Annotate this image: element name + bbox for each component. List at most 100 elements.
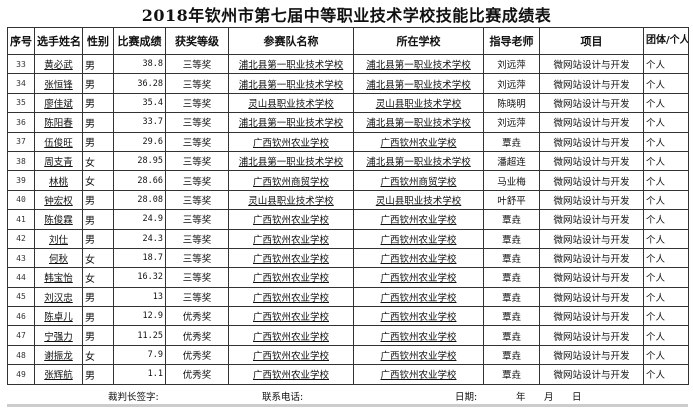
cell-gender: 男 (82, 189, 114, 211)
cell-award: 三等奖 (165, 53, 229, 75)
cell-type: 个人 (643, 306, 689, 327)
cell-gender: 女 (82, 267, 114, 288)
table-row: 47 宁强力男 11.25 优秀奖 广西钦州农业学校 广西钦州农业学校 覃垚 微网站设计与开发… (7, 325, 689, 346)
cell-school-text: 广西钦州农业学校 (380, 292, 457, 304)
cell-school: 广西钦州农业学校 (353, 267, 484, 288)
cell-school: 广西钦州农业学校 (353, 228, 484, 249)
cell-award: 三等奖 (165, 131, 229, 152)
cell-project: 微网站设计与开发 (539, 306, 644, 327)
cell-gender: 男 (82, 131, 114, 152)
cell-index: 35 (7, 92, 35, 114)
cell-team: 广西钦州农业学校 (228, 364, 354, 385)
cell-name-text: 陈阳春 (44, 118, 73, 130)
cell-school: 广西钦州农业学校 (353, 325, 484, 346)
cell-gender: 男 (82, 325, 114, 346)
cell-team-text: 浦北县第一职业技术学校 (238, 157, 344, 169)
cell-index: 48 (7, 344, 35, 366)
header-row: 序号 选手姓名 性别 比赛成绩 获奖等级 参赛队名称 所在学校 指导老师 项目 … (7, 27, 689, 55)
cell-name: 陈俊霖 (34, 209, 83, 230)
cell-gender: 男 (82, 228, 114, 249)
cell-name: 钟宏权 (34, 189, 83, 211)
cell-school-text: 广西钦州农业学校 (380, 254, 457, 266)
header-school: 所在学校 (353, 27, 484, 55)
cell-name: 宁强力 (34, 325, 83, 346)
cell-team-text: 广西钦州农业学校 (252, 351, 329, 363)
cell-index: 36 (7, 112, 35, 133)
cell-team-text: 浦北县第一职业技术学校 (238, 60, 344, 72)
cell-project: 微网站设计与开发 (539, 92, 644, 114)
cell-team: 灵山县职业技术学校 (228, 189, 354, 211)
cell-type: 个人 (643, 189, 689, 211)
cell-index: 33 (7, 53, 35, 75)
cell-project: 微网站设计与开发 (539, 53, 644, 75)
cell-school-text: 广西钦州农业学校 (380, 215, 457, 227)
cell-name-text: 周支青 (44, 157, 73, 169)
cell-team: 广西钦州农业学校 (228, 344, 354, 366)
cell-project: 微网站设计与开发 (539, 170, 644, 191)
results-table: 序号 选手姓名 性别 比赛成绩 获奖等级 参赛队名称 所在学校 指导老师 项目 … (7, 27, 689, 385)
cell-name-text: 谢振龙 (44, 351, 73, 363)
cell-type: 个人 (643, 228, 689, 249)
cell-name-text: 陈俊霖 (44, 215, 73, 227)
judge-signature-label: 裁判长签字: (108, 392, 159, 403)
cell-award: 优秀奖 (165, 344, 229, 366)
cell-index: 47 (7, 325, 35, 346)
cell-team: 广西钦州农业学校 (228, 131, 354, 152)
cell-team-text: 灵山县职业技术学校 (248, 195, 334, 207)
cell-team: 广西钦州农业学校 (228, 286, 354, 308)
cell-project: 微网站设计与开发 (539, 228, 644, 249)
cell-team-text: 浦北县第一职业技术学校 (238, 118, 344, 130)
table-row: 42 刘仕 男 24.3 三等奖 广西钦州农业学校 广西钦州农业学校 覃垚 微网站设计与开发 个人 (7, 228, 689, 249)
cell-school: 广西钦州农业学校 (353, 344, 484, 366)
cell-name-text: 韩宝怡 (44, 273, 73, 285)
cell-index: 39 (7, 170, 35, 191)
cell-type: 个人 (643, 92, 689, 114)
cell-school-text: 广西钦州农业学校 (380, 331, 457, 343)
cell-score: 36.28 (113, 73, 166, 94)
cell-name-text: 钟宏权 (44, 195, 73, 207)
cell-teacher: 覃垚 (483, 228, 540, 249)
cell-team-text: 灵山县职业技术学校 (248, 98, 334, 110)
cell-award: 三等奖 (165, 150, 229, 172)
cell-score: 7.9 (113, 344, 166, 366)
cell-gender: 女 (82, 170, 114, 191)
table-row: 46 陈卓儿男 12.9 优秀奖 广西钦州农业学校 广西钦州农业学校 覃垚 微网站设计与开发个… (7, 306, 689, 327)
cell-team-text: 广西钦州商贸学校 (252, 176, 329, 188)
cell-project: 微网站设计与开发 (539, 267, 644, 288)
cell-type: 个人 (643, 170, 689, 191)
cell-score: 28.66 (113, 170, 166, 191)
cell-score: 18.7 (113, 247, 166, 269)
cell-name-text: 刘仕 (48, 234, 68, 246)
table-row: 33 黄必武男 38.8 三等奖 浦北县第一职业技术学校 浦北县第一职业技术学校 刘远萍 微网… (7, 53, 689, 75)
cell-team: 浦北县第一职业技术学校 (228, 150, 354, 172)
cell-team-text: 广西钦州农业学校 (252, 234, 329, 246)
cell-school-text: 广西钦州农业学校 (380, 234, 457, 246)
table-row: 43 何秋 女 18.7 三等奖 广西钦州农业学校 广西钦州农业学校 覃垚 微网站设计与开发 个人 (7, 247, 689, 269)
cell-index: 46 (7, 306, 35, 327)
cell-school-text: 浦北县第一职业技术学校 (366, 79, 471, 91)
cell-type: 个人 (643, 73, 689, 94)
table-row: 35 廖佳斌男 35.4 三等奖 灵山县职业技术学校 灵山县职业技术学校 陈晓明 微网站设计与… (7, 92, 689, 114)
cell-school: 广西钦州农业学校 (353, 364, 484, 385)
cell-team-text: 广西钦州农业学校 (252, 292, 329, 304)
cell-teacher: 覃垚 (483, 209, 540, 230)
header-project: 项目 (539, 27, 644, 55)
cell-type: 个人 (643, 131, 689, 152)
table-row: 49 张辉航男 1.1 优秀奖 广西钦州农业学校 广西钦州农业学校 覃垚 微网站设计与开发 个人 (7, 364, 689, 385)
cell-teacher: 覃垚 (483, 286, 540, 308)
cell-name: 谢振龙 (34, 344, 83, 366)
cell-type: 个人 (643, 325, 689, 346)
cell-project: 微网站设计与开发 (539, 131, 644, 152)
cell-score: 24.3 (113, 228, 166, 249)
cell-type: 个人 (643, 364, 689, 385)
cell-team-text: 浦北县第一职业技术学校 (238, 79, 344, 91)
date-label: 日期: (455, 392, 478, 403)
cell-gender: 男 (82, 364, 114, 385)
cell-type: 个人 (643, 344, 689, 366)
month-label: 月 (544, 392, 554, 403)
cell-score: 28.08 (113, 189, 166, 211)
cell-score: 24.9 (113, 209, 166, 230)
header-name: 选手姓名 (34, 27, 83, 55)
cell-team: 广西钦州农业学校 (228, 267, 354, 288)
cell-team: 灵山县职业技术学校 (228, 92, 354, 114)
